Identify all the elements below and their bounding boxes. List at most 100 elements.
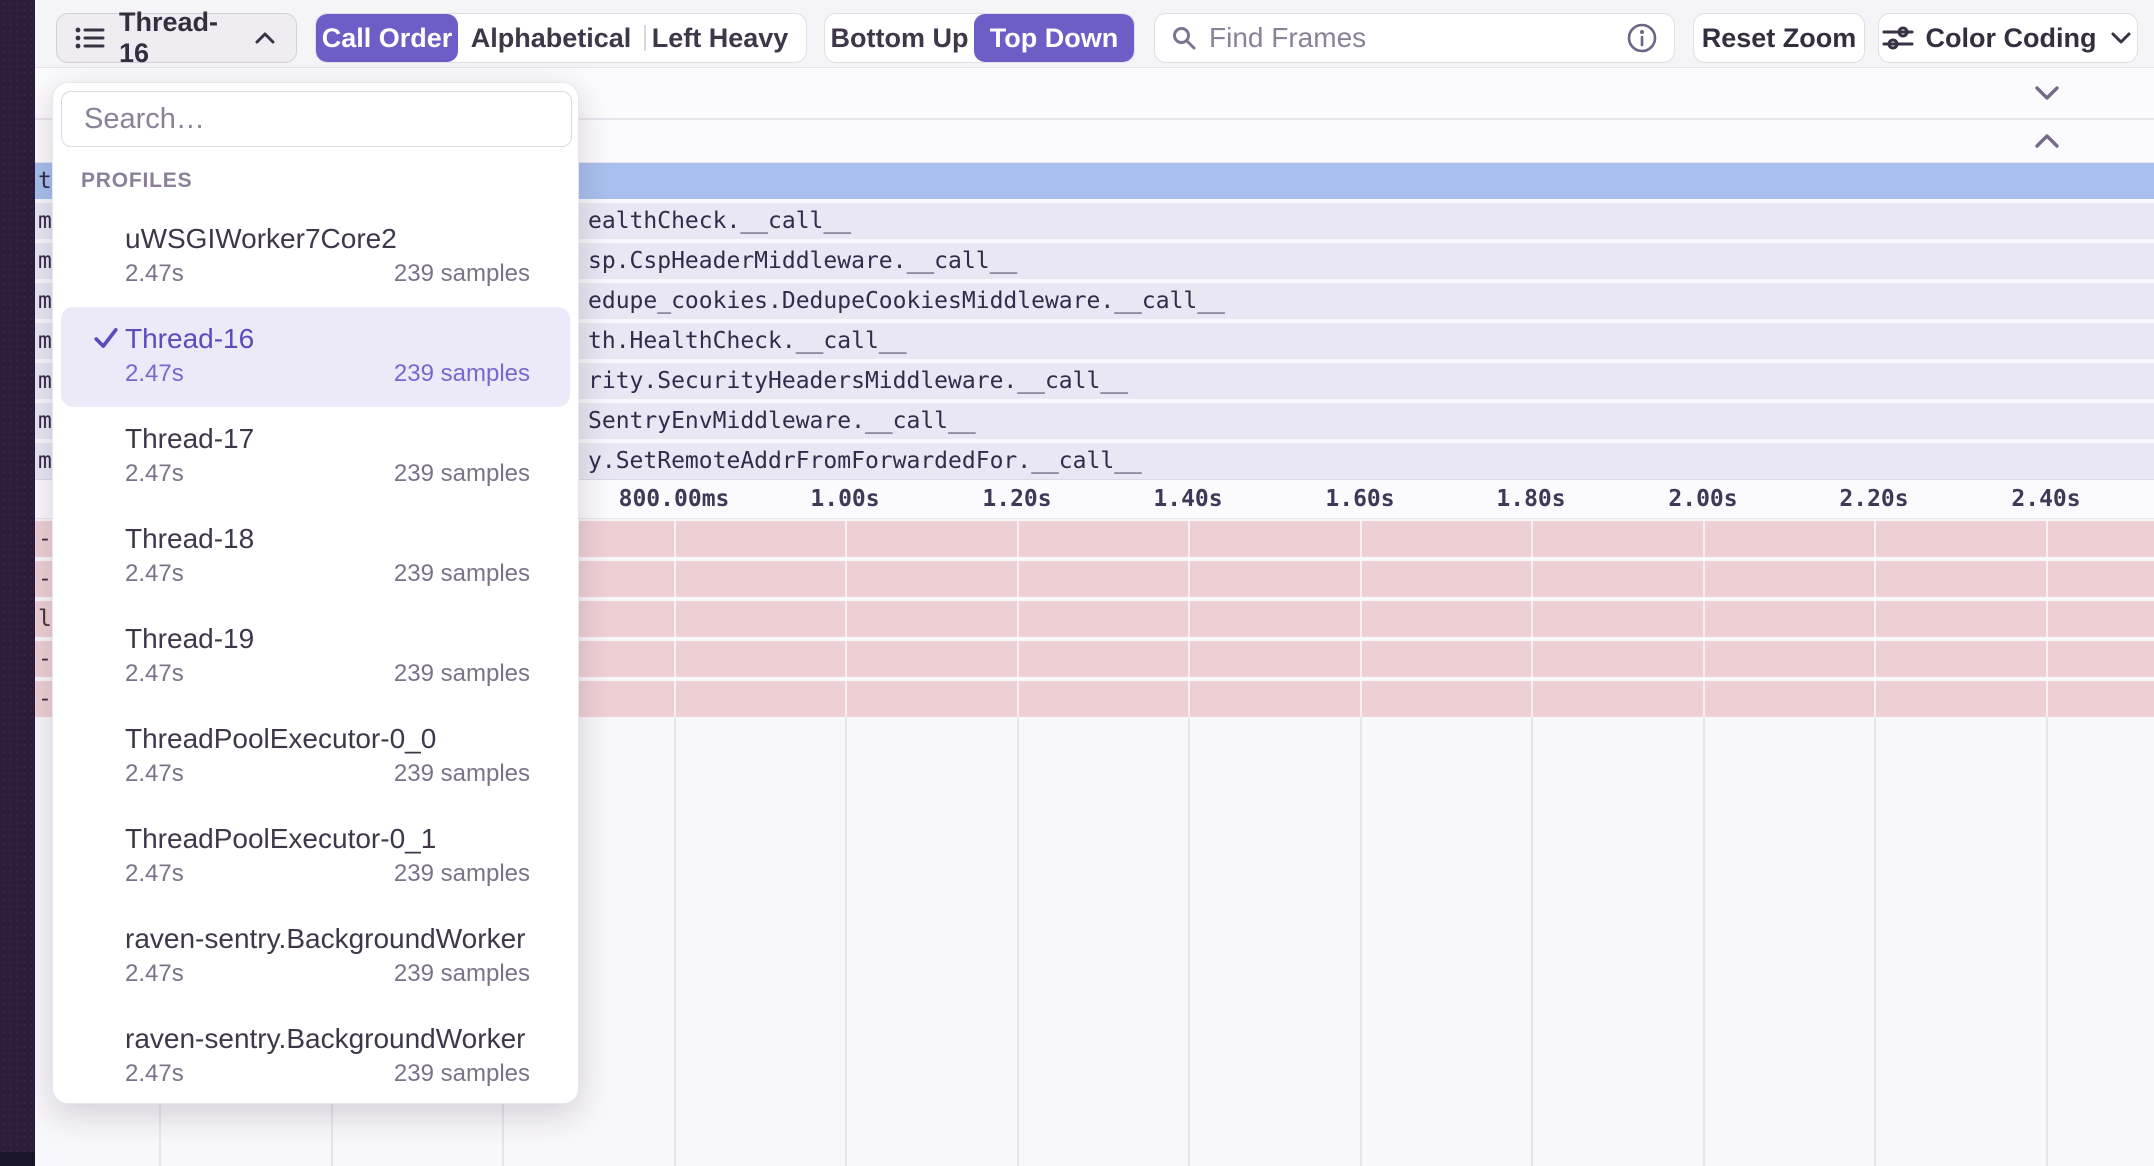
flame-row-label-fragment: m bbox=[38, 288, 52, 314]
profile-list-item[interactable]: Thread-19 2.47s 239 samples bbox=[61, 607, 570, 707]
profile-item-name: Thread-17 bbox=[125, 423, 255, 454]
profile-item-samples: 239 samples bbox=[393, 860, 530, 887]
flame-row-label-fragment: - bbox=[38, 646, 52, 672]
gridline bbox=[1017, 521, 1019, 717]
gridline bbox=[1188, 717, 1190, 1166]
profile-item-name: Thread-19 bbox=[125, 623, 255, 654]
profile-list-item[interactable]: ThreadPoolExecutor-0_1 2.47s 239 samples bbox=[61, 807, 570, 907]
flame-row-label-fragment: m bbox=[38, 368, 52, 394]
gridline bbox=[1874, 521, 1876, 717]
axis-tick-label: 1.80s bbox=[1496, 486, 1566, 512]
dropdown-search-input[interactable] bbox=[61, 91, 572, 147]
color-coding-button[interactable]: Color Coding bbox=[1878, 13, 2138, 63]
chevron-up-icon bbox=[255, 32, 275, 44]
profile-item-samples: 239 samples bbox=[393, 360, 530, 387]
profile-list-item[interactable]: Thread-18 2.47s 239 samples bbox=[61, 507, 570, 607]
profile-item-name: uWSGIWorker7Core2 bbox=[125, 223, 397, 254]
thread-selector-button[interactable]: Thread-16 bbox=[56, 7, 297, 68]
chevron-down-icon bbox=[2111, 32, 2131, 44]
profile-item-samples: 239 samples bbox=[393, 260, 530, 287]
profile-item-samples: 239 samples bbox=[393, 760, 530, 787]
thread-selector-label: Thread-16 bbox=[119, 7, 219, 68]
axis-tick-label: 1.40s bbox=[1153, 486, 1223, 512]
flame-row-label-fragment: t bbox=[38, 168, 52, 194]
profile-item-name: ThreadPoolExecutor-0_1 bbox=[125, 823, 437, 854]
profile-item-duration: 2.47s bbox=[125, 460, 184, 487]
flame-row-label-fragment: - bbox=[38, 686, 52, 712]
find-frames-input[interactable] bbox=[1209, 22, 1614, 54]
gridline bbox=[1874, 717, 1876, 1166]
profile-item-duration: 2.47s bbox=[125, 560, 184, 587]
profile-list-item[interactable]: raven-sentry.BackgroundWorker 2.47s 239 … bbox=[61, 1007, 570, 1103]
color-coding-label: Color Coding bbox=[1925, 22, 2097, 53]
axis-tick-label: 1.60s bbox=[1325, 486, 1395, 512]
gridline bbox=[1360, 521, 1362, 717]
profile-item-samples: 239 samples bbox=[393, 560, 530, 587]
toolbar: Thread-16 Call Order Alphabetical Left H… bbox=[35, 0, 2154, 68]
flame-row-label: SentryEnvMiddleware.__call__ bbox=[588, 408, 976, 434]
search-icon bbox=[1173, 27, 1196, 50]
profile-list-item[interactable]: ThreadPoolExecutor-0_0 2.47s 239 samples bbox=[61, 707, 570, 807]
profile-item-duration: 2.47s bbox=[125, 960, 184, 987]
sort-left-heavy-button[interactable]: Left Heavy bbox=[646, 14, 794, 62]
sort-call-order-button[interactable]: Call Order bbox=[316, 14, 458, 62]
gridline bbox=[1531, 717, 1533, 1166]
gridline bbox=[1188, 521, 1190, 717]
gridline bbox=[2046, 521, 2048, 717]
flame-row-label: edupe_cookies.DedupeCookiesMiddleware.__… bbox=[588, 288, 1225, 314]
gridline bbox=[1360, 717, 1362, 1166]
flame-row-label: y.SetRemoteAddrFromForwardedFor.__call__ bbox=[588, 448, 1142, 474]
axis-tick-label: 2.00s bbox=[1668, 486, 1738, 512]
flame-row-label-fragment: m bbox=[38, 448, 52, 474]
app-sidebar-strip bbox=[0, 0, 35, 1166]
gridline bbox=[1703, 717, 1705, 1166]
profile-item-name: ThreadPoolExecutor-0_0 bbox=[125, 723, 437, 754]
gridline bbox=[1017, 717, 1019, 1166]
profile-item-duration: 2.47s bbox=[125, 1060, 184, 1087]
profile-item-samples: 239 samples bbox=[393, 460, 530, 487]
flame-row-label-fragment: - bbox=[38, 566, 52, 592]
profile-item-duration: 2.47s bbox=[125, 660, 184, 687]
axis-tick-label: 2.40s bbox=[2011, 486, 2081, 512]
info-icon[interactable] bbox=[1626, 22, 1658, 54]
profile-item-name: Thread-18 bbox=[125, 523, 255, 554]
profile-item-duration: 2.47s bbox=[125, 360, 184, 387]
flame-row-label: sp.CspHeaderMiddleware.__call__ bbox=[588, 248, 1018, 274]
sort-segmented-control: Call Order Alphabetical Left Heavy bbox=[315, 13, 807, 63]
profile-selector-dropdown: PROFILES uWSGIWorker7Core2 2.47s 239 sam… bbox=[52, 82, 579, 1104]
direction-segmented-control: Bottom Up Top Down bbox=[824, 13, 1135, 63]
profile-item-name: raven-sentry.BackgroundWorker bbox=[125, 1023, 526, 1054]
flame-row-label-fragment: m bbox=[38, 328, 52, 354]
direction-top-down-button[interactable]: Top Down bbox=[974, 14, 1134, 62]
profile-item-samples: 239 samples bbox=[393, 960, 530, 987]
reset-zoom-button[interactable]: Reset Zoom bbox=[1693, 13, 1865, 63]
flame-row-label-fragment: m bbox=[38, 208, 52, 234]
profile-item-samples: 239 samples bbox=[393, 1060, 530, 1087]
profile-list-item[interactable]: raven-sentry.BackgroundWorker 2.47s 239 … bbox=[61, 907, 570, 1007]
app-sidebar-strip-footer bbox=[0, 1152, 35, 1166]
profile-item-name: raven-sentry.BackgroundWorker bbox=[125, 923, 526, 954]
flame-row-label-fragment: m bbox=[38, 248, 52, 274]
axis-tick-label: 800.00ms bbox=[618, 486, 730, 512]
gridline bbox=[674, 717, 676, 1166]
flame-row-label-fragment: m bbox=[38, 408, 52, 434]
profile-item-duration: 2.47s bbox=[125, 760, 184, 787]
profile-item-duration: 2.47s bbox=[125, 260, 184, 287]
chevron-up-icon[interactable] bbox=[2030, 130, 2064, 152]
sliders-icon bbox=[1882, 26, 1914, 50]
gridline bbox=[1531, 521, 1533, 717]
profile-list-item[interactable]: uWSGIWorker7Core2 2.47s 239 samples bbox=[61, 207, 570, 307]
profile-item-duration: 2.47s bbox=[125, 860, 184, 887]
gridline bbox=[845, 521, 847, 717]
gridline bbox=[2046, 717, 2048, 1166]
direction-bottom-up-button[interactable]: Bottom Up bbox=[825, 14, 974, 62]
profile-list-item[interactable]: Thread-17 2.47s 239 samples bbox=[61, 407, 570, 507]
profiles-list: uWSGIWorker7Core2 2.47s 239 samples Thre… bbox=[53, 207, 578, 1103]
profile-item-samples: 239 samples bbox=[393, 660, 530, 687]
profile-list-item[interactable]: Thread-16 2.47s 239 samples bbox=[61, 307, 570, 407]
sort-alphabetical-button[interactable]: Alphabetical bbox=[458, 14, 644, 62]
profile-item-name: Thread-16 bbox=[125, 323, 255, 354]
axis-tick-label: 2.20s bbox=[1839, 486, 1909, 512]
gridline bbox=[1703, 521, 1705, 717]
chevron-down-icon[interactable] bbox=[2030, 82, 2064, 104]
